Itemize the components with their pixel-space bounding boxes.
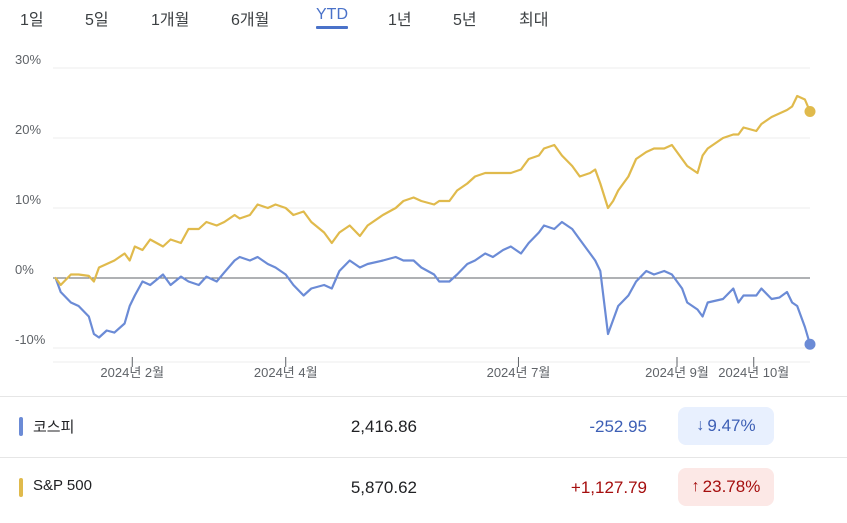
end-point-sp500 — [804, 106, 816, 118]
price-sp500: 5,870.62 — [350, 478, 417, 497]
percent-badge-kospi: ↓ 9.47% — [678, 407, 774, 445]
series-swatch-kospi — [19, 417, 23, 436]
y-tick-label: -10% — [15, 332, 46, 347]
tab-ytd[interactable]: YTD — [316, 6, 348, 29]
x-axis: 2024년 2월 2024년 4월 2024년 7월 2024년 9월 2024년 10… — [53, 357, 810, 380]
x-tick-label: 2024년 7월 — [487, 365, 551, 380]
end-point-kospi — [804, 338, 816, 350]
legend-row-kospi[interactable]: 코스피 2,416.86 -252.95 ↓ 9.47% — [0, 396, 847, 457]
x-tick-label: 2024년 10월 — [718, 365, 789, 380]
x-tick-label: 2024년 2월 — [100, 365, 164, 380]
tab-1d[interactable]: 1일 — [20, 12, 44, 29]
y-tick-label: 30% — [15, 52, 41, 67]
tab-1m[interactable]: 1개월 — [151, 12, 190, 29]
tab-1y[interactable]: 1년 — [388, 12, 412, 29]
series-line-sp500 — [54, 94, 812, 287]
y-tick-label: 20% — [15, 122, 41, 137]
legend-row-sp500[interactable]: S&P 500 5,870.62 +1,127.79 ↑ 23.78% — [0, 457, 847, 518]
y-tick-label: 0% — [15, 262, 34, 277]
percent-badge-sp500: ↑ 23.78% — [678, 468, 774, 506]
series-name-sp500: S&P 500 — [33, 477, 92, 494]
price-kospi: 2,416.86 — [350, 417, 417, 436]
series-name-kospi: 코스피 — [33, 419, 75, 436]
series-swatch-sp500 — [19, 478, 23, 497]
range-tabs: 1일 5일 1개월 6개월 YTD 1년 5년 최대 — [0, 0, 847, 34]
x-tick-label: 2024년 9월 — [645, 365, 709, 380]
tab-5d[interactable]: 5일 — [85, 12, 109, 29]
series-lines — [54, 94, 816, 350]
percent-value-kospi: 9.47% — [707, 416, 756, 435]
change-sp500: +1,127.79 — [570, 478, 647, 497]
change-kospi: -252.95 — [589, 417, 647, 436]
comparison-line-chart[interactable]: 30% 20% 10% 0% -10% 2024년 2월 2024년 4월 2024년 7월… — [0, 40, 847, 390]
tab-max[interactable]: 최대 — [519, 12, 549, 29]
tab-5y[interactable]: 5년 — [453, 12, 477, 29]
percent-value-sp500: 23.78% — [702, 477, 761, 496]
arrow-down-icon: ↓ — [696, 417, 705, 434]
gridlines — [53, 67, 810, 349]
tab-6m[interactable]: 6개월 — [231, 12, 270, 29]
y-tick-label: 10% — [15, 192, 41, 207]
arrow-up-icon: ↑ — [691, 478, 700, 495]
series-line-kospi — [54, 220, 812, 346]
y-axis-labels: 30% 20% 10% 0% -10% — [15, 52, 46, 347]
x-tick-label: 2024년 4월 — [254, 365, 318, 380]
